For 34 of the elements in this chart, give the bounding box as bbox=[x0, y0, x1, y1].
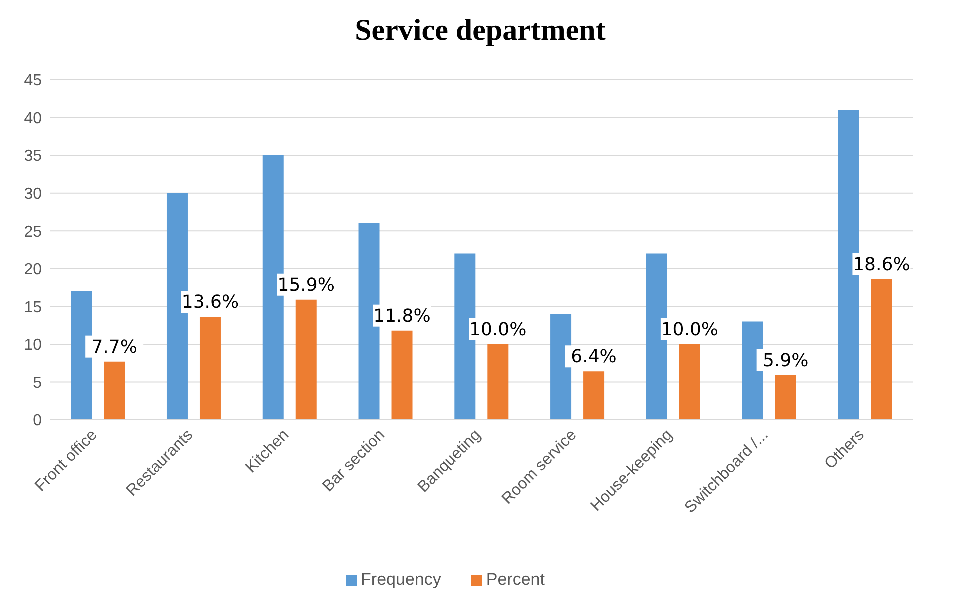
bar bbox=[550, 314, 572, 420]
y-tick-label: 30 bbox=[24, 186, 42, 204]
data-label: 11.8% bbox=[374, 306, 431, 327]
bar bbox=[104, 362, 126, 420]
data-label: 6.4% bbox=[571, 346, 617, 368]
legend-label: Percent bbox=[486, 570, 545, 589]
y-tick-label: 45 bbox=[24, 72, 42, 90]
chart-title: Service department bbox=[354, 13, 607, 49]
data-label: 10.0% bbox=[470, 319, 527, 340]
data-label: 7.7% bbox=[92, 336, 138, 358]
y-tick-label: 5 bbox=[33, 374, 42, 392]
data-label: 13.6% bbox=[182, 292, 240, 314]
y-tick-label: 40 bbox=[24, 110, 42, 128]
bar bbox=[488, 344, 509, 420]
bar bbox=[200, 317, 221, 420]
bar bbox=[392, 330, 413, 420]
y-tick-label: 25 bbox=[24, 224, 42, 241]
bar bbox=[584, 372, 605, 420]
data-label: 10.0% bbox=[661, 319, 719, 340]
bar bbox=[679, 344, 700, 420]
bar bbox=[71, 292, 92, 420]
bar bbox=[871, 279, 892, 420]
y-tick-label: 0 bbox=[33, 412, 42, 430]
y-tick-label: 10 bbox=[24, 337, 42, 354]
bar bbox=[742, 322, 764, 420]
data-label: 15.9% bbox=[278, 274, 335, 296]
bar bbox=[775, 375, 796, 420]
data-label: 5.9% bbox=[762, 350, 809, 372]
y-tick-label: 35 bbox=[24, 148, 42, 166]
data-label: 18.6% bbox=[853, 254, 910, 276]
y-tick-label: 20 bbox=[24, 262, 42, 279]
legend-label: Frequency bbox=[361, 570, 442, 589]
bar bbox=[296, 300, 317, 420]
y-tick-label: 15 bbox=[24, 299, 42, 316]
